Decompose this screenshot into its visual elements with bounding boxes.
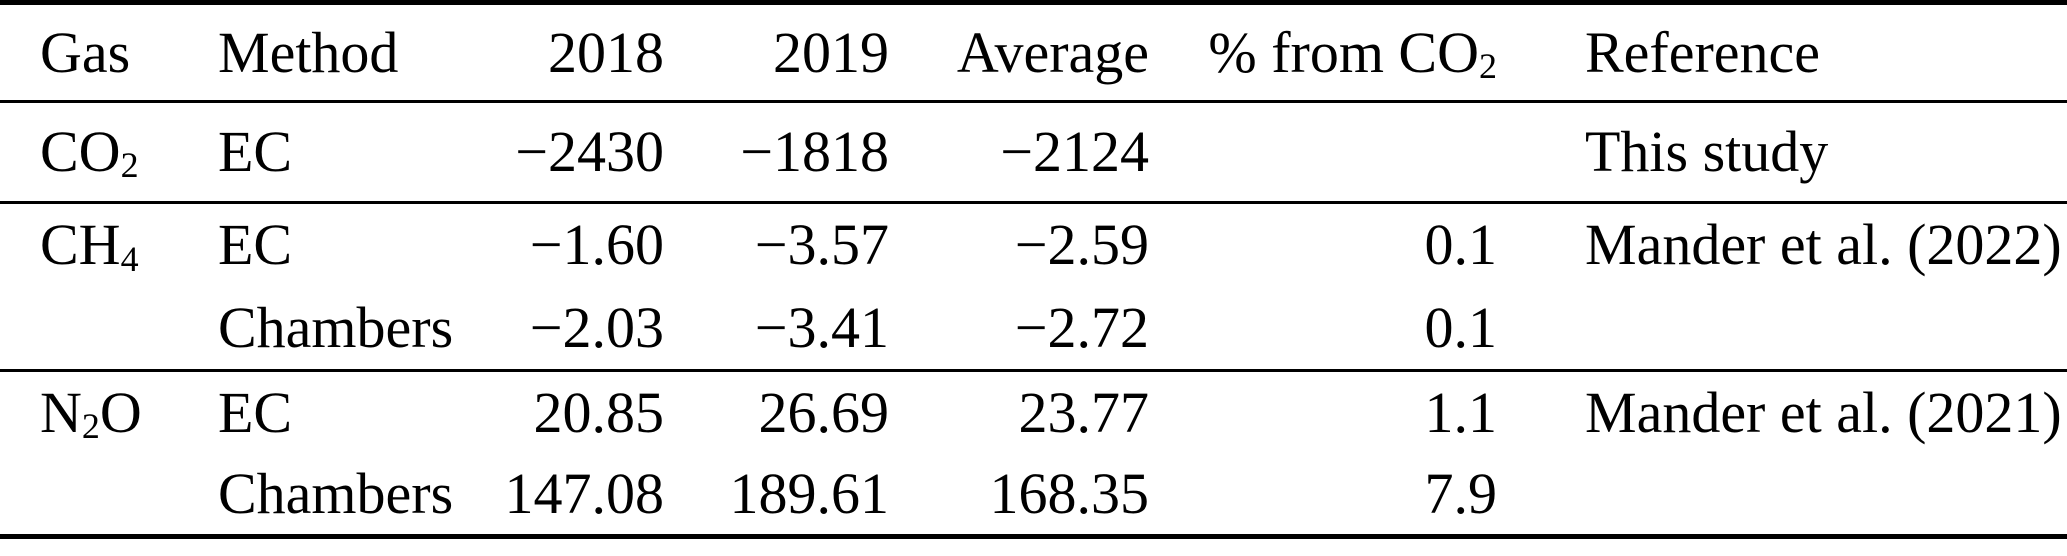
- value-2019-cell: 26.69: [758, 379, 890, 445]
- header-label: Average: [956, 19, 1149, 85]
- gas-cell: N2O: [40, 379, 142, 447]
- method-cell: Chambers: [218, 460, 454, 526]
- header-label: Method: [218, 19, 399, 85]
- value-2019-cell: −3.57: [754, 212, 889, 278]
- gas-cell: [0, 454, 178, 537]
- header-label: Gas: [40, 19, 131, 85]
- average-cell: −2.59: [1014, 212, 1149, 278]
- pct-from-co2-cell: 0.1: [1424, 294, 1498, 360]
- value-2019-cell: 189.61: [729, 460, 890, 526]
- header-row: Gas Method 2018 2019 Average % from CO2 …: [0, 3, 2067, 102]
- value-2018-cell: −1.60: [529, 212, 664, 278]
- average-cell: 23.77: [1018, 379, 1150, 445]
- pct-from-co2-cell: 7.9: [1424, 460, 1498, 526]
- col-header-pct-from-co2: % from CO2: [1155, 3, 1503, 102]
- table-row: CH4 EC −1.60 −3.57 −2.59 0.1 Mander et a…: [0, 203, 2067, 287]
- col-header-reference: Reference: [1503, 3, 2067, 102]
- value-2018-cell: −2.03: [529, 294, 664, 360]
- reference-cell: This study: [1585, 119, 1829, 184]
- header-subscript: 2: [1479, 45, 1497, 86]
- table-row: Chambers −2.03 −3.41 −2.72 0.1: [0, 287, 2067, 371]
- header-label: 2019: [773, 19, 889, 85]
- header-label: 2018: [548, 19, 664, 85]
- header-label: Reference: [1585, 19, 1821, 85]
- method-cell: EC: [218, 119, 293, 184]
- table-row: CO2 EC −2430 −1818 −2124 This study: [0, 102, 2067, 203]
- gas-cell: CH4: [40, 212, 139, 279]
- col-header-average: Average: [895, 3, 1155, 102]
- average-cell: −2.72: [1014, 294, 1149, 360]
- method-cell: EC: [218, 379, 293, 445]
- col-header-2018: 2018: [456, 3, 670, 102]
- value-2019-cell: −3.41: [754, 294, 889, 360]
- table-row: Chambers 147.08 189.61 168.35 7.9: [0, 454, 2067, 537]
- reference-cell: Mander et al. (2022): [1585, 212, 2062, 278]
- pct-from-co2-cell: [1155, 102, 1503, 203]
- reference-cell: [1503, 287, 2067, 371]
- method-cell: Chambers: [218, 294, 454, 360]
- reference-cell: Mander et al. (2021): [1585, 379, 2062, 445]
- header-label: % from CO: [1208, 19, 1480, 85]
- gas-cell: [0, 287, 178, 371]
- gas-flux-table: Gas Method 2018 2019 Average % from CO2 …: [0, 0, 2067, 539]
- value-2018-cell: 20.85: [533, 379, 665, 445]
- value-2019-cell: −1818: [740, 119, 889, 184]
- gas-subscript: 2: [81, 406, 100, 447]
- table-header: Gas Method 2018 2019 Average % from CO2 …: [0, 3, 2067, 102]
- table-row: N2O EC 20.85 26.69 23.77 1.1 Mander et a…: [0, 371, 2067, 454]
- average-cell: 168.35: [989, 460, 1150, 526]
- value-2018-cell: 147.08: [504, 460, 665, 526]
- pct-from-co2-cell: 0.1: [1424, 212, 1498, 278]
- pct-from-co2-cell: 1.1: [1424, 379, 1498, 445]
- value-2018-cell: −2430: [515, 119, 664, 184]
- method-cell: EC: [218, 212, 293, 278]
- reference-cell: [1503, 454, 2067, 537]
- col-header-gas: Gas: [0, 3, 178, 102]
- col-header-method: Method: [178, 3, 456, 102]
- section-ch4: CH4 EC −1.60 −3.57 −2.59 0.1 Mander et a…: [0, 203, 2067, 371]
- gas-subscript: 2: [120, 145, 139, 186]
- average-cell: −2124: [1000, 119, 1149, 184]
- gas-subscript: 4: [120, 238, 139, 279]
- col-header-2019: 2019: [670, 3, 895, 102]
- section-co2: CO2 EC −2430 −1818 −2124 This study: [0, 102, 2067, 203]
- section-n2o: N2O EC 20.85 26.69 23.77 1.1 Mander et a…: [0, 371, 2067, 537]
- gas-cell: CO2: [40, 119, 139, 186]
